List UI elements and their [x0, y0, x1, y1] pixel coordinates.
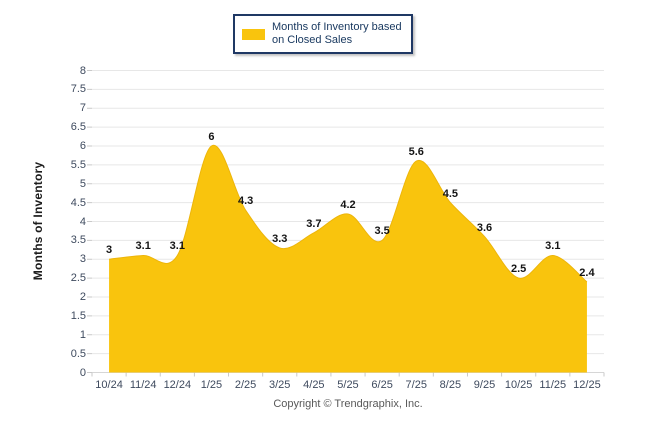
- data-point-label: 6: [208, 131, 215, 143]
- x-tick-label: 2/25: [234, 378, 257, 391]
- x-tick-label: 11/24: [129, 378, 157, 391]
- x-tick-label: 3/25: [269, 378, 291, 391]
- data-point-label: 2.4: [579, 266, 595, 279]
- data-point-label: 3: [106, 244, 113, 257]
- x-tick-label: 10/24: [95, 378, 123, 391]
- x-tick-label: 7/25: [405, 378, 427, 391]
- x-tick-label: 1/25: [200, 378, 223, 391]
- y-tick-label: 1.5: [70, 309, 86, 322]
- inventory-area-series: [109, 145, 588, 373]
- y-tick-label: 0.5: [70, 347, 86, 360]
- data-point-label: 3.5: [374, 225, 390, 238]
- y-tick-label: 7.5: [70, 83, 86, 96]
- legend-label: Months of Inventory based on Closed Sale…: [272, 21, 402, 46]
- data-point-label: 3.1: [545, 240, 561, 253]
- y-tick-label: 3: [79, 253, 86, 266]
- x-tick-label: 5/25: [337, 378, 359, 391]
- y-tick-label: 3.5: [70, 234, 86, 247]
- area-top-edge: [109, 145, 588, 283]
- y-tick-label: 5.5: [70, 158, 86, 171]
- data-point-label: 5.6: [408, 146, 424, 159]
- y-tick-label: 1: [79, 328, 86, 341]
- x-tick-label: 4/25: [303, 378, 325, 391]
- y-tick-label: 4: [79, 215, 86, 228]
- area-fill: [109, 145, 587, 373]
- legend: Months of Inventory based on Closed Sale…: [233, 14, 413, 54]
- copyright-text: Copyright © Trendgraphix, Inc.: [273, 398, 423, 410]
- data-point-label: 3.1: [135, 240, 151, 253]
- y-tick-label: 7: [79, 102, 86, 115]
- axis-ticks: [87, 70, 605, 377]
- data-point-label: 3.1: [169, 240, 185, 253]
- x-tick-label: 11/25: [539, 378, 567, 391]
- data-point-label: 4.5: [442, 187, 459, 200]
- data-point-label: 4.2: [340, 198, 356, 211]
- y-tick-label: 5: [79, 177, 86, 190]
- y-tick-label: 8: [79, 64, 86, 77]
- y-tick-label: 6: [79, 140, 86, 152]
- x-tick-label: 6/25: [371, 378, 393, 391]
- x-tick-label: 10/25: [504, 378, 533, 391]
- data-point-label: 3.6: [476, 221, 493, 234]
- x-tick-label: 8/25: [439, 378, 462, 391]
- data-point-label: 3.7: [306, 217, 322, 230]
- y-tick-label: 6.5: [70, 121, 86, 134]
- y-tick-label: 2: [79, 291, 86, 303]
- y-tick-label: 0: [79, 366, 86, 379]
- y-tick-label: 4.5: [70, 196, 86, 209]
- data-point-label: 2.5: [511, 263, 527, 276]
- data-point-label: 4.3: [237, 195, 254, 208]
- x-tick-label: 12/24: [163, 378, 192, 391]
- y-axis-title: Months of Inventory: [31, 161, 45, 281]
- y-tick-label: 2.5: [70, 272, 86, 285]
- data-point-label: 3.3: [272, 232, 288, 245]
- x-tick-label: 9/25: [473, 378, 496, 391]
- x-tick-label: 12/25: [573, 378, 601, 391]
- legend-swatch-icon: [242, 28, 265, 40]
